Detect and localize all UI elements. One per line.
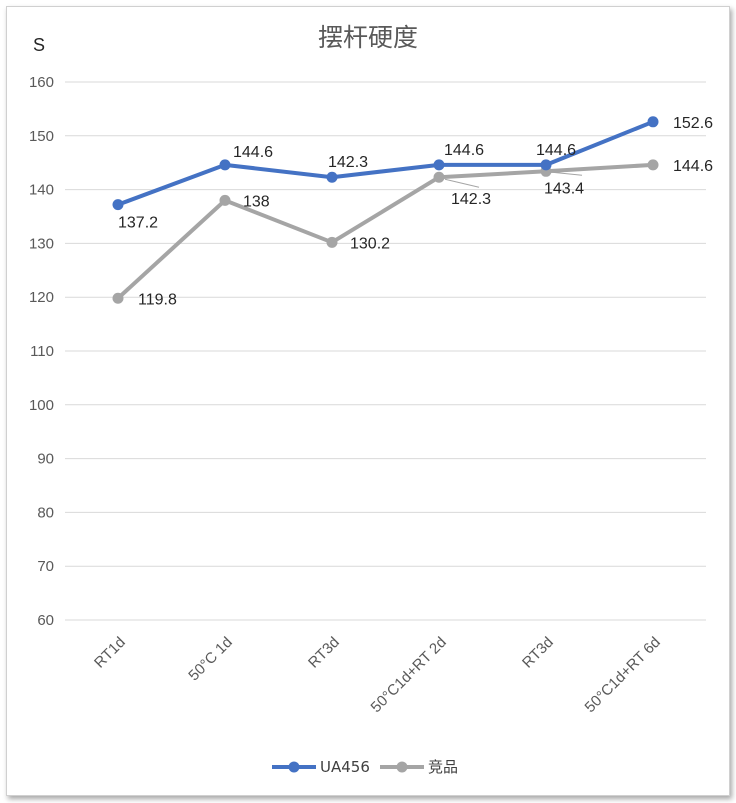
- x-tick-label: RT3d: [305, 634, 343, 672]
- data-point: [433, 171, 445, 183]
- x-tick-label: 50°C 1d: [185, 634, 235, 684]
- series-line: [116, 119, 655, 207]
- data-point: [219, 159, 231, 171]
- data-point: [326, 171, 338, 183]
- x-tick-label: RT3d: [519, 634, 557, 672]
- y-tick-label: 160: [29, 74, 54, 91]
- y-tick-label: 60: [37, 612, 54, 629]
- leader-line: [551, 171, 583, 176]
- data-label: 144.6: [536, 142, 576, 159]
- data-label: 143.4: [544, 180, 584, 197]
- data-point: [540, 159, 552, 171]
- data-label: 144.6: [673, 158, 713, 175]
- data-point: [647, 116, 659, 128]
- data-label: 142.3: [451, 191, 491, 208]
- legend-label: UA456: [320, 758, 370, 776]
- data-label: 142.3: [328, 154, 368, 171]
- x-tick-label: 50°C1d+RT 2d: [368, 634, 450, 716]
- y-tick-label: 100: [29, 397, 54, 414]
- data-labels: 137.2 144.6 142.3 144.6 144.6 152.6 119.8 138 13…: [118, 115, 713, 308]
- y-tick-label: 140: [29, 182, 54, 199]
- data-point: [647, 159, 659, 171]
- series-ua456: [112, 116, 659, 211]
- series-layer: [112, 116, 659, 304]
- data-label: 138: [243, 193, 270, 210]
- legend-swatch-marker: [288, 761, 300, 773]
- series-line: [116, 162, 655, 301]
- data-label: 119.8: [138, 291, 177, 308]
- data-point: [219, 194, 231, 206]
- x-tick-label: RT1d: [91, 634, 129, 672]
- legend-swatch-marker: [396, 761, 408, 773]
- leader-line: [444, 178, 480, 188]
- y-tick-label: 130: [29, 235, 54, 252]
- data-label: 144.6: [233, 144, 273, 161]
- data-label: 130.2: [350, 235, 390, 252]
- legend-label: 竞品: [428, 758, 458, 776]
- y-axis-unit: S: [33, 35, 45, 55]
- y-tick-label: 90: [37, 451, 54, 468]
- y-tick-label: 110: [30, 343, 54, 360]
- y-tick-label: 70: [37, 558, 54, 575]
- data-point: [112, 199, 124, 211]
- y-tick-label: 150: [29, 128, 54, 145]
- legend-entry: 竞品: [380, 758, 458, 776]
- y-tick-label: 80: [37, 504, 54, 521]
- data-label: 152.6: [673, 115, 713, 132]
- legend: UA456 竞品: [272, 758, 458, 776]
- data-label: 137.2: [118, 215, 158, 232]
- gridlines: [65, 81, 706, 621]
- y-axis-ticks: 60 70 80 90 100 110 120 130 140 150 160: [29, 74, 54, 629]
- x-axis-ticks: RT1d 50°C 1d RT3d 50°C1d+RT 2d RT3d 50°C1d+RT…: [91, 634, 664, 716]
- legend-entry: UA456: [272, 758, 370, 776]
- data-point: [433, 159, 445, 171]
- chart-title: 摆杆硬度: [318, 23, 418, 52]
- data-point: [112, 292, 124, 304]
- series-competitor: [112, 159, 659, 304]
- y-tick-label: 120: [29, 289, 54, 306]
- data-point: [326, 236, 338, 248]
- x-tick-label: 50°C1d+RT 6d: [582, 634, 664, 716]
- data-label: 144.6: [444, 142, 484, 159]
